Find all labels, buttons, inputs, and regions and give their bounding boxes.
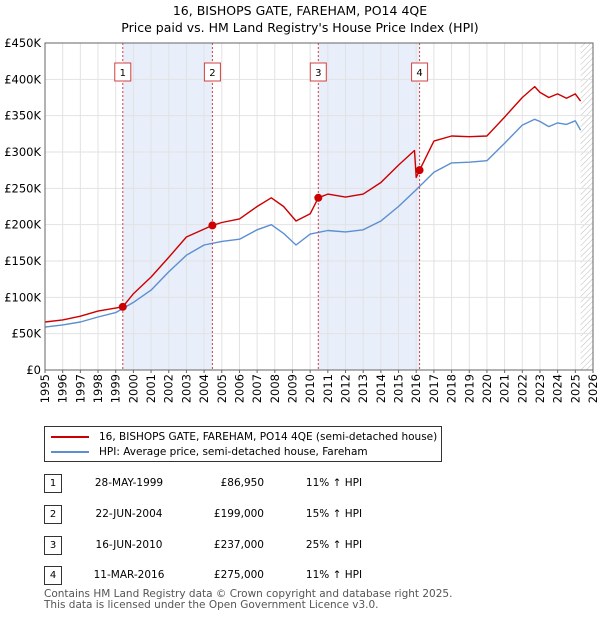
- transaction-date: 22-JUN-2004: [95, 508, 163, 520]
- sale-point: [314, 193, 323, 202]
- marker-label: 4: [416, 68, 422, 79]
- transaction-price: £237,000: [213, 539, 264, 551]
- x-tick-label: 2000: [126, 374, 140, 403]
- x-tick-label: 2002: [162, 374, 176, 403]
- transaction-hpi: 15% ↑ HPI: [305, 508, 363, 520]
- x-tick-label: 2016: [409, 374, 423, 403]
- y-tick-label: £400K: [4, 72, 41, 86]
- x-tick-label: 2007: [250, 374, 264, 403]
- transaction-hpi: 11% ↑ HPI: [305, 477, 363, 489]
- chart-legend: 16, BISHOPS GATE, FAREHAM, PO14 4QE (sem…: [44, 426, 442, 462]
- x-tick-label: 2006: [232, 374, 246, 403]
- marker-label: 3: [315, 68, 321, 79]
- x-tick-label: 1999: [109, 374, 123, 403]
- series-line-hpi: [44, 118, 582, 328]
- marker-label-box: [309, 62, 327, 82]
- transaction-number: 4: [44, 566, 62, 585]
- x-tick-label: 2015: [392, 374, 406, 403]
- transaction-hpi: 11% ↑ HPI: [305, 569, 363, 581]
- x-tick-label: 2022: [515, 374, 529, 403]
- series-line-property: [44, 85, 582, 323]
- shaded-period: [318, 43, 420, 370]
- x-tick-label: 2008: [268, 374, 282, 403]
- legend-item-hpi: HPI: Average price, semi-detached house,…: [51, 445, 368, 459]
- y-tick-label: £50K: [12, 327, 42, 341]
- transaction-date: 16-JUN-2010: [95, 539, 163, 551]
- legend-label-hpi: HPI: Average price, semi-detached house,…: [99, 446, 368, 458]
- sale-point: [415, 166, 424, 175]
- y-tick-label: £300K: [4, 145, 41, 159]
- plot-frame: [44, 42, 594, 371]
- legend-swatch-property: [51, 436, 89, 438]
- legend-label-property: 16, BISHOPS GATE, FAREHAM, PO14 4QE (sem…: [99, 431, 438, 443]
- marker-label: 1: [120, 68, 126, 79]
- transaction-price: £199,000: [213, 508, 264, 520]
- x-tick-label: 2001: [144, 374, 158, 403]
- x-tick-label: 2026: [586, 374, 600, 403]
- x-tick-label: 1998: [91, 374, 105, 403]
- x-tick-label: 2011: [321, 374, 335, 403]
- x-tick-label: 2014: [374, 374, 388, 403]
- x-tick-label: 2004: [197, 374, 211, 403]
- x-tick-label: 2005: [215, 374, 229, 403]
- x-tick-label: 2021: [498, 374, 512, 403]
- x-tick-label: 2010: [303, 374, 317, 403]
- legend-swatch-hpi: [51, 451, 89, 453]
- footer-line-1: Contains HM Land Registry data © Crown c…: [44, 588, 453, 600]
- x-tick-label: 1997: [73, 374, 87, 403]
- transaction-number: 2: [44, 505, 62, 524]
- chart-subtitle: Price paid vs. HM Land Registry's House …: [121, 20, 479, 35]
- y-tick-label: £350K: [4, 109, 41, 123]
- y-tick-label: £150K: [4, 254, 41, 268]
- transaction-price: £86,950: [220, 477, 264, 489]
- x-tick-label: 2019: [462, 374, 476, 403]
- x-tick-label: 2025: [568, 374, 582, 403]
- x-tick-label: 2003: [179, 374, 193, 403]
- x-tick-label: 2023: [533, 374, 547, 403]
- y-tick-label: £100K: [4, 290, 41, 304]
- x-tick-label: 2017: [427, 374, 441, 403]
- y-tick-label: £250K: [4, 181, 41, 195]
- transaction-number: 3: [44, 536, 62, 555]
- x-tick-label: 2012: [339, 374, 353, 403]
- x-tick-label: 2018: [445, 374, 459, 403]
- marker-label: 2: [209, 68, 215, 79]
- y-tick-label: £0: [26, 363, 41, 377]
- shaded-period: [122, 43, 213, 370]
- hatched-forecast-region: [580, 43, 593, 370]
- y-tick-label: £200K: [4, 218, 41, 232]
- price-chart: 1 2 3 4 £0 £50K £100K £150K £200K £250K £300K £350…: [4, 36, 600, 403]
- transaction-price: £275,000: [213, 569, 264, 581]
- footer-attribution: Contains HM Land Registry data © Crown c…: [44, 589, 452, 611]
- x-tick-label: 2024: [551, 374, 565, 403]
- legend-item-property: 16, BISHOPS GATE, FAREHAM, PO14 4QE (sem…: [51, 430, 437, 444]
- transaction-hpi: 25% ↑ HPI: [305, 539, 363, 551]
- x-tick-label: 2013: [356, 374, 370, 403]
- marker-label-box: [203, 62, 221, 82]
- sale-point: [208, 221, 217, 230]
- y-tick-label: £450K: [4, 36, 41, 50]
- marker-label-box: [114, 62, 132, 82]
- footer-line-2: This data is licensed under the Open Gov…: [44, 599, 379, 611]
- transaction-date: 28-MAY-1999: [94, 477, 164, 489]
- chart-title: 16, BISHOPS GATE, FAREHAM, PO14 4QE: [172, 3, 428, 18]
- x-tick-label: 2020: [480, 374, 494, 403]
- x-tick-label: 2009: [285, 374, 299, 403]
- sale-point: [118, 302, 127, 311]
- x-tick-label: 1996: [56, 374, 70, 403]
- transaction-number: 1: [44, 474, 62, 493]
- x-tick-label: 1995: [38, 374, 52, 403]
- marker-label-box: [411, 62, 429, 82]
- transaction-date: 11-MAR-2016: [93, 569, 165, 581]
